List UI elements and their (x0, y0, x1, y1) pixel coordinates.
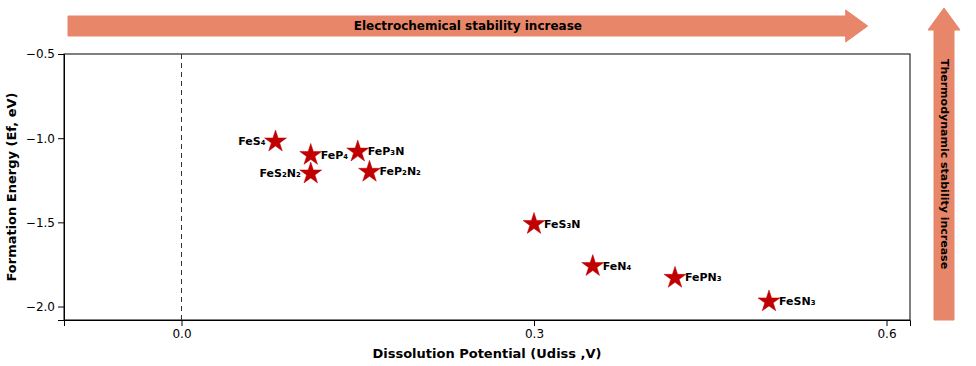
point-labels: FeSN₃ FePN₃ FeN₄ FeS₃N FeS₂N₂ FeP₂N₂ FeP₄ FeP₃N… (238, 135, 815, 308)
x-tick-mark (534, 320, 535, 326)
point-label: FeS₃N (544, 218, 580, 231)
reference-line (181, 54, 182, 320)
x-tick: 0.0 (172, 320, 191, 341)
point-label: FePN₃ (685, 271, 722, 284)
chart: 0.0 0.3 0.6 −0.5 −1.0 −1.5 −2.0 Dissolution Pot… (0, 0, 976, 366)
x-axis-line (65, 321, 911, 327)
y-tick-mark (58, 307, 64, 308)
x-axis: 0.0 0.3 0.6 (65, 320, 911, 341)
y-axis: −0.5 −1.0 −1.5 −2.0 (26, 47, 65, 320)
point (300, 162, 322, 183)
point (664, 266, 686, 287)
point-label: FeSN₃ (779, 295, 816, 308)
y-tick-label: −1.5 (26, 216, 55, 230)
plot: 0.0 0.3 0.6 −0.5 −1.0 −1.5 −2.0 Dissolution Pot… (4, 47, 911, 361)
marks (182, 54, 780, 320)
point (758, 290, 780, 311)
y-tick: −0.5 (26, 47, 64, 61)
annotation-arrow (928, 8, 960, 320)
point (347, 140, 369, 161)
point (300, 143, 322, 164)
y-tick: −2.0 (26, 300, 64, 314)
point-label: FeP₄ (321, 149, 349, 162)
y-axis-title: Formation Energy (Ef, eV) (4, 92, 19, 281)
point-label: FeP₂N₂ (380, 165, 422, 178)
y-tick-label: −0.5 (26, 47, 55, 61)
point (265, 130, 287, 151)
annotation-arrow (68, 10, 868, 42)
point-label: FeN₄ (603, 260, 632, 273)
y-tick-label: −1.0 (26, 132, 55, 146)
y-tick: −1.5 (26, 216, 64, 230)
point (523, 212, 545, 233)
x-axis-title: Dissolution Potential (Udiss ,V) (372, 346, 601, 361)
y-tick-mark (58, 222, 64, 223)
x-tick: 0.3 (525, 320, 544, 341)
x-tick-label: 0.0 (172, 327, 191, 341)
y-axis-line (58, 55, 65, 321)
x-tick-mark (887, 320, 888, 326)
x-tick-mark (182, 320, 183, 326)
plot-frame (64, 54, 910, 320)
y-tick-mark (58, 138, 64, 139)
point-label: FeS₄ (238, 135, 265, 148)
point (582, 255, 604, 276)
y-tick-mark (58, 54, 64, 55)
y-tick-label: −2.0 (26, 300, 55, 314)
point-label: FeP₃N (368, 145, 405, 158)
x-tick-label: 0.3 (525, 327, 544, 341)
x-tick-label: 0.6 (877, 327, 896, 341)
x-tick: 0.6 (877, 320, 896, 341)
point-label: FeS₂N₂ (259, 167, 300, 180)
y-tick: −1.0 (26, 132, 64, 146)
annotation: Electrochemical stability increase (354, 19, 582, 33)
point (359, 160, 381, 181)
annotation: Thermodynamic stability increase (938, 59, 951, 269)
